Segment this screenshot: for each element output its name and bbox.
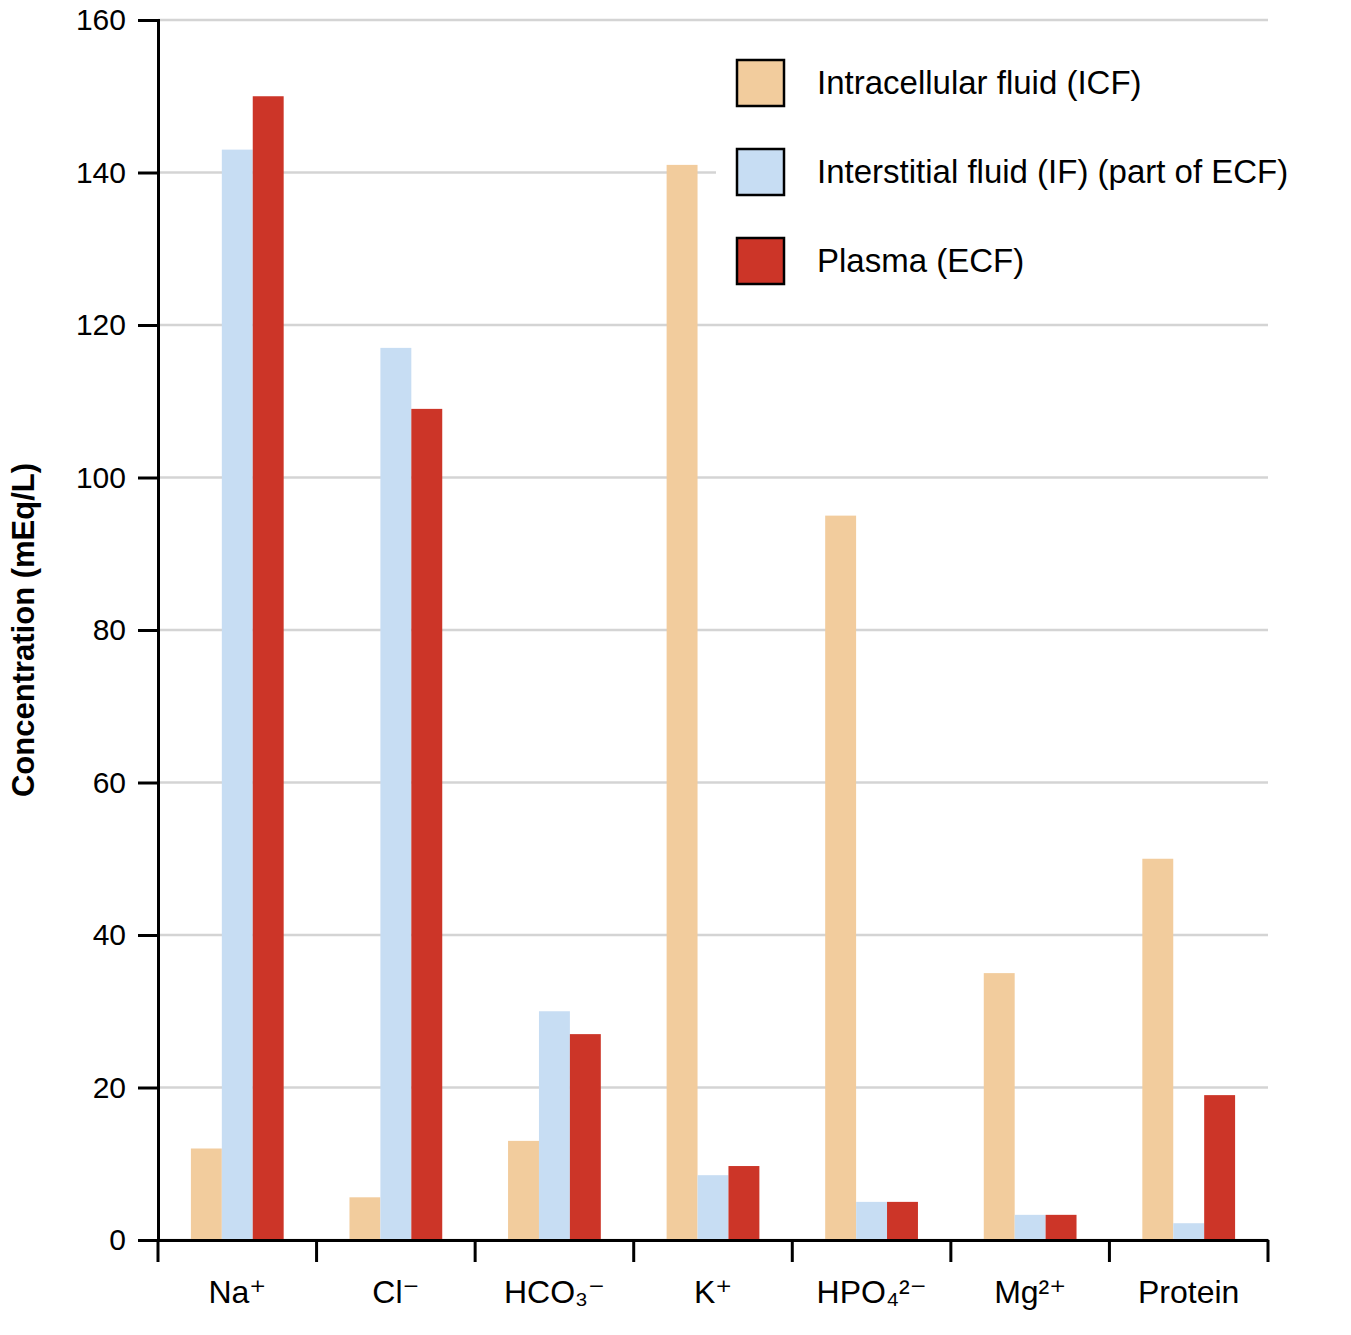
x-tick-label: HPO₄²⁻ <box>817 1274 927 1310</box>
y-axis-line <box>138 21 159 1241</box>
bar <box>1142 859 1173 1240</box>
x-separator <box>1108 1240 1111 1262</box>
bar <box>570 1034 601 1240</box>
y-tick-label: 140 <box>76 156 126 189</box>
x-tick-label: Cl⁻ <box>372 1274 419 1310</box>
y-tick-label: 160 <box>76 3 126 36</box>
legend-swatch <box>737 149 784 195</box>
x-separator <box>791 1240 794 1262</box>
x-tick: Na⁺ <box>208 1274 266 1310</box>
bar <box>539 1011 570 1240</box>
y-tick-label: 80 <box>93 613 126 646</box>
bar <box>1173 1223 1204 1240</box>
x-separator <box>315 1240 318 1262</box>
y-tick-mark <box>138 172 158 175</box>
grid-line <box>158 324 1268 327</box>
bar <box>1046 1215 1077 1240</box>
bar <box>1015 1215 1046 1240</box>
x-axis-line <box>159 1239 1269 1242</box>
y-tick: 120 <box>76 308 158 341</box>
legend-background <box>716 22 1351 302</box>
y-axis: 0 20 40 60 80 100 120 140 160 <box>76 3 159 1256</box>
y-tick-mark <box>138 1087 158 1090</box>
y-tick-label: 40 <box>93 918 126 951</box>
x-tick: HPO₄²⁻ <box>817 1274 927 1310</box>
x-separator <box>632 1240 635 1262</box>
bar <box>825 516 856 1240</box>
x-tick-label: HCO₃⁻ <box>504 1274 605 1310</box>
y-tick-label: 100 <box>76 461 126 494</box>
bar <box>508 1141 539 1240</box>
bar <box>728 1166 759 1240</box>
bar <box>222 150 253 1240</box>
y-tick: 20 <box>93 1071 158 1104</box>
y-tick-mark <box>138 782 158 785</box>
y-tick-mark <box>138 19 158 22</box>
x-tick: Protein <box>1138 1274 1239 1310</box>
legend-label: Interstitial fluid (IF) (part of ECF) <box>817 153 1288 190</box>
bar <box>253 96 284 1240</box>
y-tick-mark <box>138 324 158 327</box>
x-tick: Mg²⁺ <box>994 1274 1066 1310</box>
bar <box>856 1202 887 1240</box>
bar <box>984 973 1015 1240</box>
y-tick-mark <box>138 1239 158 1242</box>
x-tick-label: Protein <box>1138 1274 1239 1310</box>
bar <box>380 348 411 1240</box>
grid-line <box>158 476 1268 479</box>
x-separator <box>474 1240 477 1262</box>
x-separator <box>157 1240 160 1262</box>
bar <box>411 409 442 1240</box>
legend-label: Intracellular fluid (ICF) <box>817 64 1142 101</box>
y-tick-mark <box>138 629 158 632</box>
y-tick-label: 0 <box>109 1223 126 1256</box>
x-separator <box>949 1240 952 1262</box>
x-tick: Cl⁻ <box>372 1274 419 1310</box>
x-tick: HCO₃⁻ <box>504 1274 605 1310</box>
y-tick: 40 <box>93 918 158 951</box>
grid-line <box>158 19 1268 22</box>
y-tick: 60 <box>93 766 158 799</box>
y-tick-mark <box>138 477 158 480</box>
x-tick-label: Na⁺ <box>208 1274 266 1310</box>
y-tick: 100 <box>76 461 158 494</box>
x-axis: Na⁺ Cl⁻ HCO₃⁻ K⁺ HPO₄²⁻ Mg²⁺ Protein <box>158 1240 1269 1310</box>
grid-line <box>158 781 1268 784</box>
bar <box>887 1202 918 1240</box>
y-tick-label: 120 <box>76 308 126 341</box>
y-axis-title: Concentration (mEq/L) <box>6 463 41 797</box>
grid-line <box>158 1239 1268 1242</box>
grid-line <box>158 629 1268 632</box>
grid-line <box>158 1086 1268 1089</box>
y-tick: 80 <box>93 613 158 646</box>
bar <box>667 165 698 1240</box>
x-tick-label: Mg²⁺ <box>994 1274 1066 1310</box>
y-tick: 0 <box>109 1223 158 1256</box>
legend-label: Plasma (ECF) <box>817 242 1024 279</box>
chart-svg: 0 20 40 60 80 100 120 140 160 Na⁺ Cl⁻ HCO₃⁻ K⁺ HPO₄²⁻… <box>0 0 1351 1335</box>
x-tick-label: K⁺ <box>694 1274 732 1310</box>
grid-line <box>158 934 1268 937</box>
bar <box>349 1197 380 1240</box>
bar <box>698 1175 729 1240</box>
y-tick: 140 <box>76 156 158 189</box>
x-separators <box>158 1240 1268 1262</box>
y-tick: 160 <box>76 3 158 36</box>
bar <box>1204 1095 1235 1240</box>
y-tick-label: 20 <box>93 1071 126 1104</box>
bar <box>191 1149 222 1241</box>
x-separator <box>1267 1240 1270 1262</box>
legend-swatch <box>737 60 784 106</box>
legend: Intracellular fluid (ICF) Interstitial fl… <box>716 22 1351 302</box>
legend-swatch <box>737 238 784 284</box>
y-tick-mark <box>138 934 158 937</box>
y-tick-label: 60 <box>93 766 126 799</box>
x-tick: K⁺ <box>694 1274 732 1310</box>
